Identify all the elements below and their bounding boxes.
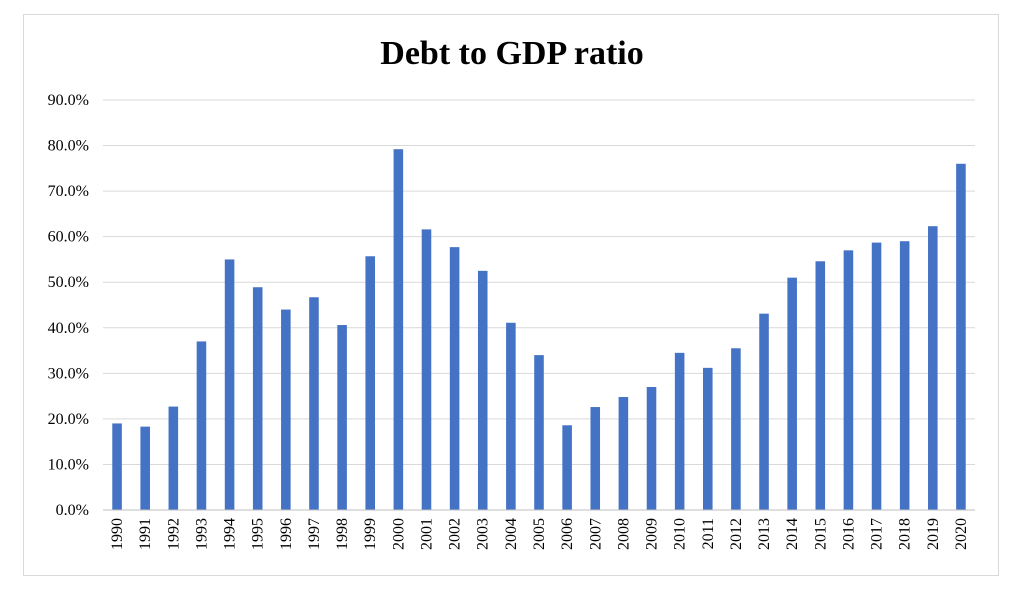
bar-2018 (899, 241, 910, 510)
bar-2010 (674, 352, 685, 510)
bar-2006 (562, 425, 572, 510)
x-tick-label: 1991 (137, 518, 154, 550)
bar-1999 (365, 256, 376, 510)
bar-1997 (309, 297, 319, 510)
bar-1990 (112, 423, 122, 510)
bar-1996 (281, 309, 291, 510)
y-tick-label: 90.0% (48, 92, 89, 109)
bar-1995 (252, 287, 263, 510)
y-tick-label: 30.0% (48, 365, 89, 382)
x-tick-label: 2007 (587, 518, 604, 550)
x-tick-label: 2013 (756, 518, 773, 550)
x-tick-label: 1990 (109, 518, 126, 550)
bar-1992 (168, 406, 179, 510)
y-tick-label: 60.0% (48, 229, 89, 246)
bar-2004 (506, 322, 516, 510)
x-tick-label: 1994 (222, 518, 239, 550)
bar-2020 (956, 163, 966, 510)
x-tick-label: 1992 (165, 518, 182, 550)
x-tick-label: 1993 (193, 518, 210, 550)
x-tick-label: 2008 (615, 518, 632, 550)
bar-2009 (646, 387, 657, 510)
x-tick-label: 2001 (418, 518, 435, 550)
bar-2001 (421, 229, 432, 510)
bar-2003 (477, 270, 488, 510)
x-tick-label: 2006 (559, 518, 576, 550)
x-tick-label: 2003 (475, 518, 492, 550)
y-tick-label: 80.0% (48, 138, 89, 155)
y-tick-label: 40.0% (48, 320, 89, 337)
x-tick-label: 2018 (897, 518, 914, 550)
y-tick-label: 0.0% (56, 502, 89, 519)
x-tick-label: 1998 (334, 518, 351, 550)
bar-2012 (731, 348, 741, 510)
bar-2002 (449, 247, 460, 510)
y-tick-label: 20.0% (48, 411, 89, 428)
bars (112, 149, 966, 511)
x-tick-label: 2004 (503, 518, 520, 550)
x-tick-label: 1997 (306, 518, 323, 550)
chart-title: Debt to GDP ratio (380, 35, 643, 72)
gridlines (103, 99, 975, 465)
bar-2007 (590, 407, 601, 510)
x-tick-label: 2019 (925, 518, 942, 550)
x-tick-label: 2014 (784, 518, 801, 550)
bar-2005 (534, 355, 544, 510)
x-axis-ticks: 1990 1991 1992 1993 1994 1995 1996 1997 1998 1999… (109, 518, 970, 550)
bar-2015 (815, 261, 826, 510)
bar-2014 (787, 277, 797, 510)
bar-2000 (393, 149, 404, 510)
x-tick-label: 2005 (531, 518, 548, 550)
x-tick-label: 2012 (728, 518, 745, 550)
x-tick-label: 2020 (953, 518, 970, 550)
bar-1991 (140, 426, 150, 510)
x-tick-label: 1995 (250, 518, 267, 550)
x-tick-label: 2000 (390, 518, 407, 550)
x-tick-label: 1999 (362, 518, 379, 550)
y-tick-label: 10.0% (48, 456, 89, 473)
bar-2016 (843, 250, 854, 511)
y-axis-ticks: 0.0% 10.0% 20.0% 30.0% 40.0% 50.0% 60.0% 70.0% 8… (48, 92, 89, 519)
x-tick-label: 2016 (840, 518, 857, 550)
x-tick-label: 2010 (672, 518, 689, 550)
bar-2013 (759, 313, 769, 510)
x-tick-label: 2017 (869, 518, 886, 550)
bar-1993 (196, 341, 207, 510)
y-tick-label: 50.0% (48, 274, 89, 291)
x-tick-label: 2009 (644, 518, 661, 550)
y-tick-label: 70.0% (48, 183, 89, 200)
bar-1998 (337, 325, 347, 510)
bar-2019 (928, 226, 938, 510)
x-tick-label: 2015 (812, 518, 829, 550)
x-tick-label: 1996 (278, 518, 295, 550)
x-tick-label: 2002 (447, 518, 464, 550)
bar-2011 (702, 367, 713, 510)
bar-2008 (618, 397, 629, 510)
bar-1994 (224, 259, 235, 510)
bar-2017 (871, 242, 882, 511)
x-tick-label: 2011 (700, 518, 717, 549)
